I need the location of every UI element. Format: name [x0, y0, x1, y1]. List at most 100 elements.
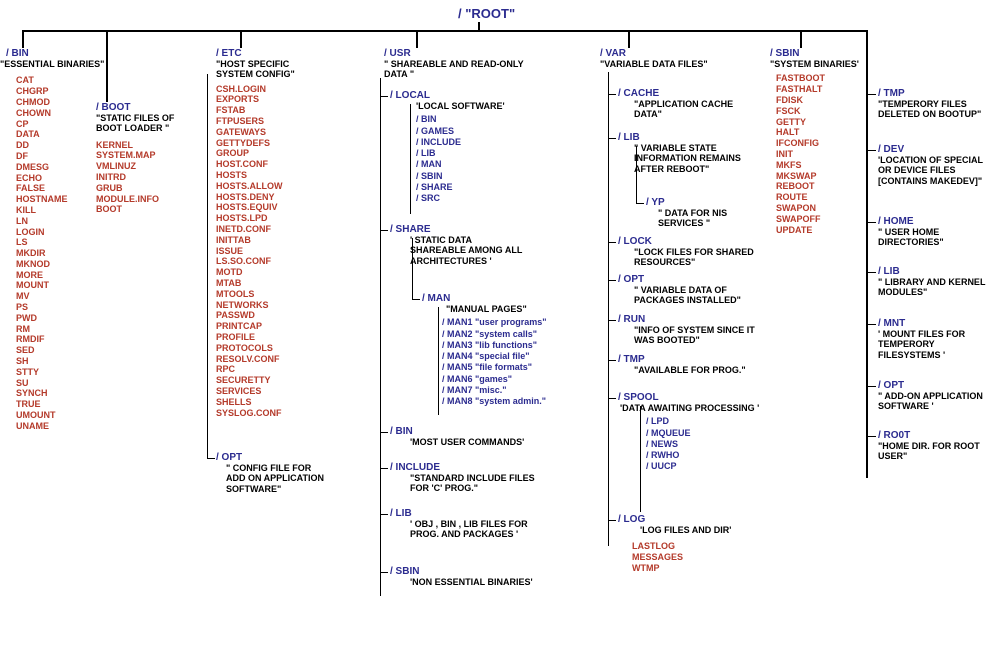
- bin-entries-item: FALSE: [16, 183, 104, 194]
- usr-man-desc: "MANUAL PAGES": [446, 304, 547, 314]
- bin-entries-item: MKDIR: [16, 248, 104, 259]
- side-lib-title: / LIB: [878, 266, 998, 277]
- usr-sbin-desc: 'NON ESSENTIAL BINARIES': [410, 577, 540, 587]
- etc-entries-item: PROTOCOLS: [216, 343, 316, 354]
- etc-entries: CSH.LOGINEXPORTSFSTABFTPUSERSGATEWAYSGET…: [216, 84, 316, 419]
- etc-entries-item: EXPORTS: [216, 94, 316, 105]
- sbin-entries: FASTBOOTFASTHALTFDISKFSCKGETTYHALTIFCONF…: [776, 73, 880, 235]
- var-run: / RUN "INFO OF SYSTEM SINCE IT WAS BOOTE…: [618, 314, 768, 346]
- etc-entries-item: SECURETTY: [216, 375, 316, 386]
- var-cache-desc: "APPLICATION CACHE DATA": [634, 99, 758, 120]
- usr-sbin-title: / SBIN: [390, 566, 540, 577]
- etc-entries-item: INITTAB: [216, 235, 316, 246]
- etc-entries-item: GATEWAYS: [216, 127, 316, 138]
- usr-include-desc: "STANDARD INCLUDE FILES FOR 'C' PROG.": [410, 473, 540, 494]
- etc-opt-desc: " CONFIG FILE FOR ADD ON APPLICATION SOF…: [226, 463, 326, 494]
- side-root: / RO0T "HOME DIR. FOR ROOT USER": [878, 430, 998, 462]
- var-lib-desc: " VARIABLE STATE INFORMATION REMAINS AFT…: [634, 143, 758, 174]
- usr-man-items-item: / MAN1 "user programs": [442, 317, 547, 328]
- boot-entries: KERNELSYSTEM.MAPVMLINUZINITRDGRUBMODULE.…: [96, 140, 196, 216]
- bin-entries-item: SED: [16, 345, 104, 356]
- sbin-entries-item: REBOOT: [776, 181, 880, 192]
- usr-lib: / LIB ' OBJ , BIN , LIB FILES FOR PROG. …: [390, 508, 540, 540]
- bin-entries-item: DATA: [16, 129, 104, 140]
- side-mnt-title: / MNT: [878, 318, 998, 329]
- var-run-desc: "INFO OF SYSTEM SINCE IT WAS BOOTED": [634, 325, 768, 346]
- usr-man-items-item: / MAN5 "file formats": [442, 362, 547, 373]
- usr-bin-desc: 'MOST USER COMMANDS': [410, 437, 540, 447]
- sbin-entries-item: FASTBOOT: [776, 73, 880, 84]
- etc-entries-item: PROFILE: [216, 332, 316, 343]
- usr-local-subs-item: / GAMES: [416, 126, 506, 137]
- var-spool-subs-item: / MQUEUE: [646, 428, 768, 439]
- usr-local-subs-item: / BIN: [416, 114, 506, 125]
- sbin-entries-item: FDISK: [776, 95, 880, 106]
- var-log-desc: 'LOG FILES AND DIR': [640, 525, 768, 535]
- etc-entries-item: HOSTS.LPD: [216, 213, 316, 224]
- bin-entries-item: RM: [16, 324, 104, 335]
- bin-entries-item: CHOWN: [16, 108, 104, 119]
- var-lib: / LIB " VARIABLE STATE INFORMATION REMAI…: [618, 132, 758, 174]
- var-yp: / YP " DATA FOR NIS SERVICES ": [646, 197, 766, 229]
- etc-entries-item: RESOLV.CONF: [216, 354, 316, 365]
- sbin-title: / SBIN: [770, 48, 880, 59]
- usr-local-subs-item: / SBIN: [416, 171, 506, 182]
- usr-man-items-item: / MAN4 "special file": [442, 351, 547, 362]
- etc-entries-item: HOSTS.DENY: [216, 192, 316, 203]
- bin-title: / BIN: [6, 48, 104, 59]
- usr-bin-title: / BIN: [390, 426, 540, 437]
- etc-opt: / OPT " CONFIG FILE FOR ADD ON APPLICATI…: [216, 452, 326, 494]
- bin-entries-item: KILL: [16, 205, 104, 216]
- usr-local-desc: 'LOCAL SOFTWARE': [416, 101, 506, 111]
- var-log-entries-item: MESSAGES: [632, 552, 768, 563]
- bin-entries-item: CHMOD: [16, 97, 104, 108]
- sbin-entries-item: INIT: [776, 149, 880, 160]
- etc-entries-item: LS.SO.CONF: [216, 256, 316, 267]
- var-run-title: / RUN: [618, 314, 768, 325]
- usr-man-items-item: / MAN7 "misc.": [442, 385, 547, 396]
- var-tmp: / TMP "AVAILABLE FOR PROG.": [618, 354, 768, 375]
- etc-entries-item: PRINTCAP: [216, 321, 316, 332]
- side-tmp: / TMP "TEMPERORY FILES DELETED ON BOOTUP…: [878, 88, 998, 120]
- side-tmp-desc: "TEMPERORY FILES DELETED ON BOOTUP": [878, 99, 998, 120]
- bin-entries-item: CAT: [16, 75, 104, 86]
- etc-entries-item: ISSUE: [216, 246, 316, 257]
- bin-entries-item: LN: [16, 216, 104, 227]
- bin-entries-item: UMOUNT: [16, 410, 104, 421]
- side-home-desc: " USER HOME DIRECTORIES": [878, 227, 998, 248]
- boot-entries-item: MODULE.INFO: [96, 194, 196, 205]
- bin-entries-item: DF: [16, 151, 104, 162]
- side-dev-desc: 'LOCATION OF SPECIAL OR DEVICE FILES [CO…: [878, 155, 998, 186]
- side-mnt: / MNT ' MOUNT FILES FOR TEMPERORY FILESY…: [878, 318, 998, 360]
- var-log-entries-item: LASTLOG: [632, 541, 768, 552]
- etc-entries-item: SERVICES: [216, 386, 316, 397]
- etc-entries-item: RPC: [216, 364, 316, 375]
- usr-man-items: / MAN1 "user programs"/ MAN2 "system cal…: [442, 317, 547, 407]
- etc-entries-item: SHELLS: [216, 397, 316, 408]
- bin-entries-item: PWD: [16, 313, 104, 324]
- bin-entries-item: CP: [16, 119, 104, 130]
- usr-lib-title: / LIB: [390, 508, 540, 519]
- side-home-title: / HOME: [878, 216, 998, 227]
- usr-man-items-item: / MAN2 "system calls": [442, 329, 547, 340]
- side-root-desc: "HOME DIR. FOR ROOT USER": [878, 441, 998, 462]
- usr-sbin: / SBIN 'NON ESSENTIAL BINARIES': [390, 566, 540, 587]
- usr-local-subs: / BIN/ GAMES/ INCLUDE/ LIB/ MAN/ SBIN/ S…: [416, 114, 506, 204]
- usr-local-subs-item: / LIB: [416, 148, 506, 159]
- var-cache-title: / CACHE: [618, 88, 758, 99]
- etc-entries-item: HOST.CONF: [216, 159, 316, 170]
- sbin-entries-item: HALT: [776, 127, 880, 138]
- bin-entries-item: MKNOD: [16, 259, 104, 270]
- var-spool-subs: / LPD/ MQUEUE/ NEWS/ RWHO/ UUCP: [646, 416, 768, 472]
- var-cache: / CACHE "APPLICATION CACHE DATA": [618, 88, 758, 120]
- etc-opt-title: / OPT: [216, 452, 326, 463]
- usr-man-items-item: / MAN3 "lib functions": [442, 340, 547, 351]
- etc-entries-item: FSTAB: [216, 105, 316, 116]
- bin-entries-item: MORE: [16, 270, 104, 281]
- usr-bin: / BIN 'MOST USER COMMANDS': [390, 426, 540, 447]
- etc-entries-item: PASSWD: [216, 310, 316, 321]
- var-lock: / LOCK "LOCK FILES FOR SHARED RESOURCES": [618, 236, 778, 268]
- bin-entries-item: DMESG: [16, 162, 104, 173]
- var-opt-desc: " VARIABLE DATA OF PACKAGES INSTALLED": [634, 285, 768, 306]
- side-opt: / OPT " ADD-ON APPLICATION SOFTWARE ': [878, 380, 998, 412]
